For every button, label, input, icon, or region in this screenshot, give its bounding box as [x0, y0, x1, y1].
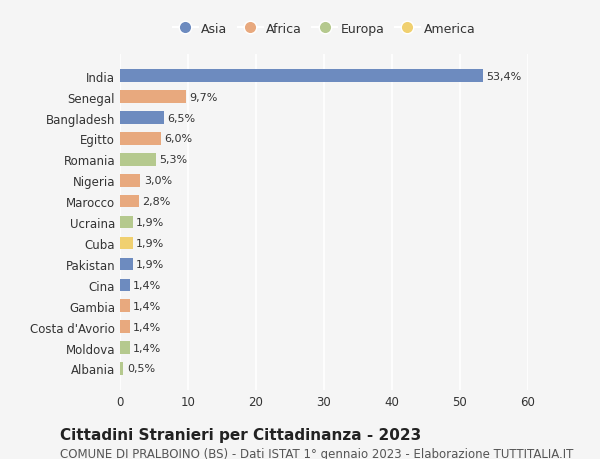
Text: 1,4%: 1,4%: [133, 301, 161, 311]
Text: 0,5%: 0,5%: [127, 364, 155, 374]
Bar: [120, 216, 133, 229]
Text: 6,5%: 6,5%: [167, 113, 196, 123]
Text: 1,4%: 1,4%: [133, 343, 161, 353]
Bar: [120, 341, 130, 354]
Bar: [120, 133, 161, 146]
Bar: [120, 70, 483, 83]
Text: 9,7%: 9,7%: [190, 92, 218, 102]
Legend: Asia, Africa, Europa, America: Asia, Africa, Europa, America: [167, 18, 481, 41]
Text: 1,4%: 1,4%: [133, 322, 161, 332]
Text: 1,4%: 1,4%: [133, 280, 161, 290]
Text: 6,0%: 6,0%: [164, 134, 193, 144]
Bar: [120, 300, 130, 312]
Text: 1,9%: 1,9%: [136, 239, 164, 248]
Text: 1,9%: 1,9%: [136, 259, 164, 269]
Text: 2,8%: 2,8%: [142, 197, 171, 207]
Bar: [120, 363, 124, 375]
Bar: [120, 112, 164, 124]
Text: COMUNE DI PRALBOINO (BS) - Dati ISTAT 1° gennaio 2023 - Elaborazione TUTTITALIA.: COMUNE DI PRALBOINO (BS) - Dati ISTAT 1°…: [60, 448, 574, 459]
Bar: [120, 321, 130, 333]
Text: 1,9%: 1,9%: [136, 218, 164, 228]
Bar: [120, 279, 130, 291]
Bar: [120, 174, 140, 187]
Text: 3,0%: 3,0%: [144, 176, 172, 186]
Bar: [120, 196, 139, 208]
Text: 53,4%: 53,4%: [487, 72, 522, 82]
Text: 5,3%: 5,3%: [160, 155, 188, 165]
Text: Cittadini Stranieri per Cittadinanza - 2023: Cittadini Stranieri per Cittadinanza - 2…: [60, 427, 421, 442]
Bar: [120, 91, 186, 104]
Bar: [120, 258, 133, 271]
Bar: [120, 154, 156, 166]
Bar: [120, 237, 133, 250]
